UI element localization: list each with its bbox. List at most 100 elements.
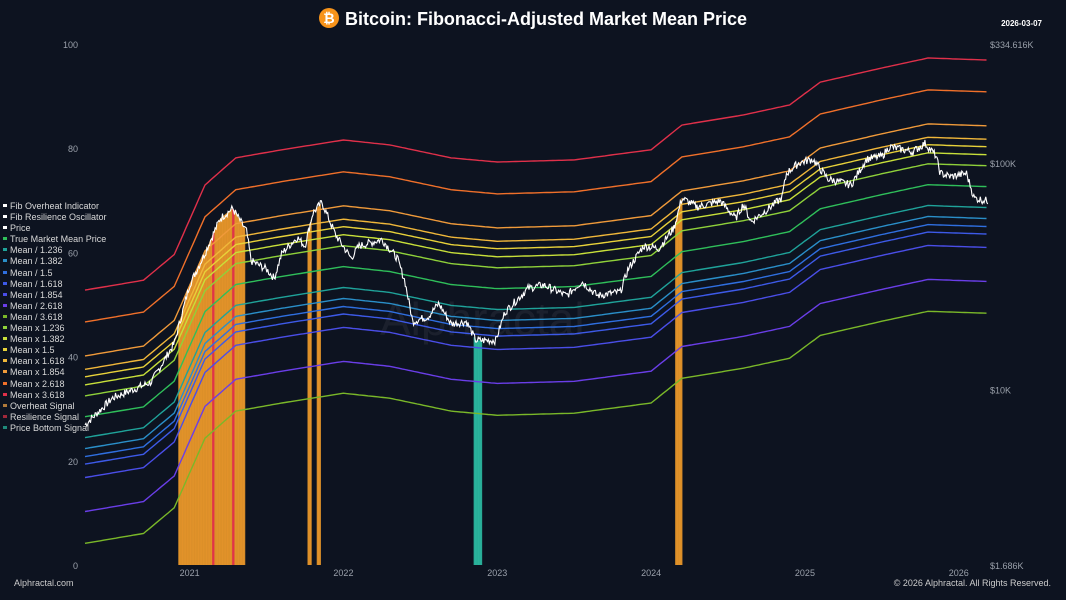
legend-item[interactable]: Mean / 1.236	[3, 245, 107, 256]
band-line-mean-x-2-618	[84, 89, 987, 323]
legend-item[interactable]: Mean x 1.5	[3, 345, 107, 356]
band-line-mean-3-618	[84, 310, 987, 544]
footer-copyright: © 2026 Alphractal. All Rights Reserved.	[893, 578, 1051, 588]
legend-swatch-icon	[3, 370, 7, 374]
legend-swatch-icon	[3, 425, 7, 429]
legend-label: Resilience Signal	[10, 411, 80, 422]
legend-item[interactable]: Mean x 1.382	[3, 334, 107, 345]
legend-item[interactable]: Price	[3, 223, 107, 234]
legend-label: Mean / 1.382	[10, 256, 63, 267]
band-line-mean-1-5	[84, 223, 987, 458]
legend-item[interactable]: Mean x 2.618	[3, 379, 107, 390]
legend-label: Mean x 1.5	[10, 345, 55, 356]
legend-label: Mean x 1.382	[10, 334, 65, 345]
legend-item[interactable]: Mean / 1.5	[3, 268, 107, 279]
y-left-tick: 100	[63, 40, 78, 50]
band-line-mean-x-1-618	[84, 136, 987, 370]
legend-swatch-icon	[3, 248, 7, 252]
band-line-mean-x-1-382	[84, 152, 987, 386]
band-line-mean-x-3-618	[84, 57, 987, 291]
legend-label: Mean x 2.618	[10, 378, 65, 389]
legend-label: True Market Mean Price	[10, 234, 107, 245]
legend-label: Mean / 1.5	[10, 267, 53, 278]
legend-item[interactable]: Mean x 1.618	[3, 356, 107, 367]
band-line-mean-1-382	[84, 215, 987, 450]
legend-swatch-icon	[3, 337, 7, 341]
legend-item[interactable]: True Market Mean Price	[3, 234, 107, 245]
x-tick: 2023	[487, 568, 507, 578]
legend-label: Mean x 1.236	[10, 323, 65, 334]
band-line-mean-x-1-5	[84, 143, 987, 378]
band-line-true-market-mean-price	[84, 183, 987, 418]
legend-label: Fib Resilience Oscillator	[10, 212, 107, 223]
legend-swatch-icon	[3, 348, 7, 352]
x-tick: 2022	[333, 568, 353, 578]
legend-swatch-icon	[3, 392, 7, 396]
legend: Fib Overheat Indicator Fib Resilience Osc…	[3, 201, 107, 434]
legend-item[interactable]: Mean x 1.236	[3, 323, 107, 334]
x-tick: 2021	[180, 568, 200, 578]
legend-item[interactable]: Fib Overheat Indicator	[3, 201, 107, 212]
legend-swatch-icon	[3, 226, 7, 230]
legend-label: Overheat Signal	[10, 400, 75, 411]
legend-swatch-icon	[3, 215, 7, 219]
y-right-tick: $10K	[990, 386, 1011, 396]
legend-item[interactable]: Mean / 3.618	[3, 312, 107, 323]
y-left-tick: 80	[68, 144, 78, 154]
legend-label: Price	[10, 223, 31, 234]
legend-swatch-icon	[3, 303, 7, 307]
legend-label: Mean x 3.618	[10, 389, 65, 400]
legend-swatch-icon	[3, 326, 7, 330]
date-label: 2026-03-07	[1001, 19, 1042, 28]
legend-item[interactable]: Resilience Signal	[3, 412, 107, 423]
legend-item[interactable]: Mean x 1.854	[3, 367, 107, 378]
legend-swatch-icon	[3, 359, 7, 363]
y-right-tick: $100K	[990, 159, 1016, 169]
title-text: Bitcoin: Fibonacci-Adjusted Market Mean …	[344, 9, 748, 29]
legend-swatch-icon	[3, 381, 7, 385]
legend-label: Mean / 1.236	[10, 245, 63, 256]
legend-item[interactable]: Overheat Signal	[3, 401, 107, 412]
legend-label: Mean / 3.618	[10, 311, 63, 322]
legend-label: Mean x 1.618	[10, 356, 65, 367]
bitcoin-logo-icon: ₿	[318, 8, 339, 28]
legend-label: Mean / 1.854	[10, 289, 63, 300]
legend-swatch-icon	[3, 204, 7, 207]
legend-label: Price Bottom Signal	[10, 422, 90, 433]
band-line-mean-2-618	[84, 278, 987, 513]
legend-item[interactable]: Mean / 1.854	[3, 290, 107, 301]
legend-swatch-icon	[3, 270, 7, 274]
legend-item[interactable]: Mean / 1.618	[3, 279, 107, 290]
legend-swatch-icon	[3, 259, 7, 263]
footer-site: Alphractal.com	[14, 578, 74, 588]
legend-swatch-icon	[3, 292, 7, 296]
band-line-mean-1-618	[84, 231, 987, 465]
legend-item[interactable]: Fib Resilience Oscillator	[3, 212, 107, 223]
legend-label: Mean / 1.618	[10, 278, 63, 289]
chart-title: ₿ Bitcoin: Fibonacci-Adjusted Market Mean…	[0, 8, 1066, 30]
price-line	[84, 139, 989, 428]
y-right-tick: $1.686K	[990, 561, 1024, 571]
y-right-tick: $334.616K	[990, 40, 1034, 50]
legend-item[interactable]: Mean / 1.382	[3, 256, 107, 267]
legend-item[interactable]: Mean x 3.618	[3, 390, 107, 401]
y-left-tick: 60	[68, 248, 78, 258]
legend-label: Fib Overheat Indicator	[10, 201, 100, 211]
legend-item[interactable]: Mean / 2.618	[3, 301, 107, 312]
y-left-tick: 20	[68, 457, 78, 467]
x-tick: 2026	[949, 568, 969, 578]
band-line-mean-1-236	[84, 204, 987, 439]
legend-swatch-icon	[3, 281, 7, 285]
legend-label: Mean / 2.618	[10, 300, 63, 311]
legend-item[interactable]: Price Bottom Signal	[3, 423, 107, 434]
x-tick: 2024	[641, 568, 661, 578]
legend-swatch-icon	[3, 403, 7, 407]
y-left-tick: 0	[73, 561, 78, 571]
legend-label: Mean x 1.854	[10, 367, 65, 378]
legend-swatch-icon	[3, 237, 7, 241]
x-tick: 2025	[795, 568, 815, 578]
band-line-mean-1-854	[84, 244, 987, 479]
y-left-tick: 40	[68, 353, 78, 363]
legend-swatch-icon	[3, 314, 7, 318]
